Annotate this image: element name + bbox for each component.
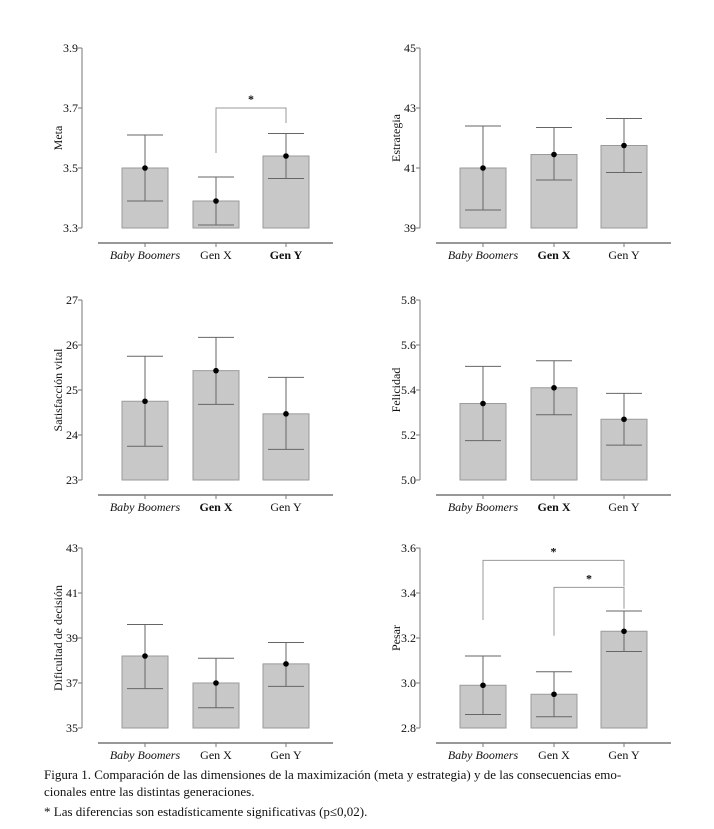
y-tick-label: 3.3 <box>63 221 78 235</box>
y-tick-label: 3.6 <box>401 541 416 555</box>
y-axis-label: Pesar <box>389 625 403 651</box>
mean-point <box>551 384 557 391</box>
mean-point <box>621 142 627 149</box>
significance-marker: * <box>586 571 592 585</box>
y-axis-label: Felicidad <box>389 368 403 413</box>
mean-point <box>213 198 219 204</box>
mean-point <box>480 165 486 171</box>
mean-point <box>621 628 627 635</box>
mean-point <box>551 691 557 698</box>
mean-point <box>621 416 627 423</box>
x-tick-label: Gen X <box>200 748 232 762</box>
y-tick-label: 25 <box>66 383 78 397</box>
mean-point <box>142 398 148 405</box>
y-tick-label: 5.0 <box>401 473 416 487</box>
x-tick-label: Baby Boomers <box>110 500 181 514</box>
significance-bracket <box>482 559 625 620</box>
caption-line-1: Figura 1. Comparación de las dimensiones… <box>44 767 622 782</box>
x-tick-label: Baby Boomers <box>448 248 519 262</box>
mean-point <box>213 680 219 686</box>
mean-point <box>283 411 289 417</box>
chart-panel-2: 39 41 43 45 Estrategia Baby Boomers Gen X Gen Y <box>389 41 671 262</box>
x-tick-label: Gen X <box>538 248 571 262</box>
y-tick-label: 26 <box>66 338 78 352</box>
mean-point <box>283 153 289 159</box>
y-tick-label: 39 <box>404 221 416 235</box>
x-tick-label: Baby Boomers <box>110 248 181 262</box>
x-tick-label: Gen X <box>200 248 232 262</box>
significance-marker: * <box>551 544 557 558</box>
mean-point <box>283 661 289 667</box>
y-tick-label: 3.5 <box>63 161 78 175</box>
significance-bracket <box>553 586 625 636</box>
x-tick-label: Baby Boomers <box>448 748 519 762</box>
x-tick-label: Gen Y <box>270 248 303 262</box>
significance-bracket <box>215 107 287 153</box>
x-tick-label: Gen Y <box>270 500 302 514</box>
caption-note: * Las diferencias son estadísticamente s… <box>44 804 368 819</box>
x-tick-label: Gen Y <box>608 248 640 262</box>
x-tick-label: Baby Boomers <box>110 748 181 762</box>
x-tick-label: Gen Y <box>270 748 302 762</box>
y-tick-label: 3.7 <box>63 101 78 115</box>
y-tick-label: 45 <box>404 41 416 55</box>
y-tick-label: 37 <box>66 676 78 690</box>
y-axis-label: Dificultad de decisión <box>51 585 65 691</box>
y-tick-label: 39 <box>66 631 78 645</box>
y-tick-label: 43 <box>404 101 416 115</box>
chart-panel-1: 3.3 3.5 3.7 3.9 Meta Baby Boomers Gen X Gen Y * <box>51 41 333 262</box>
significance-marker: * <box>248 92 254 106</box>
y-axis-label: Satisfacción vital <box>51 348 65 432</box>
y-tick-label: 41 <box>66 586 78 600</box>
mean-point <box>142 653 148 659</box>
chart-panel-3: 23 24 25 26 27 Satisfacción vital Baby Boomers… <box>51 293 333 514</box>
y-tick-label: 27 <box>66 293 78 307</box>
y-tick-label: 41 <box>404 161 416 175</box>
mean-point <box>480 682 486 689</box>
y-tick-label: 35 <box>66 721 78 735</box>
x-tick-label: Gen X <box>200 500 233 514</box>
y-tick-label: 5.8 <box>401 293 416 307</box>
mean-point <box>551 151 557 158</box>
y-tick-label: 3.4 <box>401 586 416 600</box>
chart-panel-4: 5.0 5.2 5.4 5.6 5.8 Felicidad Baby Boomers Gen … <box>389 293 671 514</box>
y-tick-label: 5.2 <box>401 428 416 442</box>
y-tick-label: 3.9 <box>63 41 78 55</box>
x-tick-label: Gen X <box>538 748 570 762</box>
mean-point <box>213 367 219 374</box>
mean-point <box>142 165 148 171</box>
mean-point <box>480 400 486 407</box>
x-tick-label: Gen Y <box>608 748 640 762</box>
y-axis-label: Estrategia <box>389 113 403 162</box>
y-tick-label: 23 <box>66 473 78 487</box>
y-tick-label: 5.4 <box>401 383 416 397</box>
y-tick-label: 24 <box>66 428 78 442</box>
y-tick-label: 5.6 <box>401 338 416 352</box>
y-tick-label: 3.0 <box>401 676 416 690</box>
chart-panel-5: 35 37 39 41 43 Dificultad de decisión Baby Boo… <box>51 541 333 762</box>
y-tick-label: 43 <box>66 541 78 555</box>
x-tick-label: Baby Boomers <box>448 500 519 514</box>
y-tick-label: 3.2 <box>401 631 416 645</box>
x-tick-label: Gen Y <box>608 500 640 514</box>
caption-line-2: cionales entre las distintas generacione… <box>44 784 255 799</box>
x-tick-label: Gen X <box>538 500 571 514</box>
y-axis-label: Meta <box>51 125 65 150</box>
chart-panel-6: 2.8 3.0 3.2 3.4 3.6 Pesar Baby Boomers Gen X Gen… <box>389 541 671 762</box>
y-tick-label: 2.8 <box>401 721 416 735</box>
bar <box>600 630 648 729</box>
